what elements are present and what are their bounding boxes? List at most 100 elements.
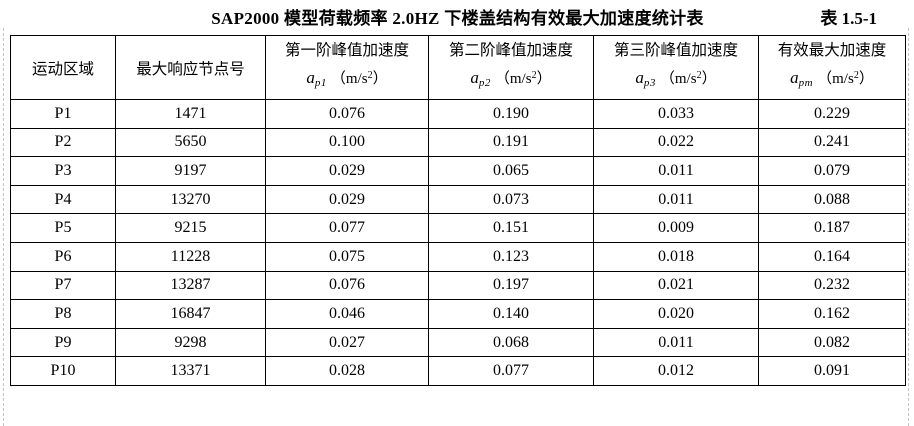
header-row: 运动区域 最大响应节点号 第一阶峰值加速度 ap1 （m/s2） 第二阶峰值加速度… [10, 35, 906, 100]
col-header-peak-accel-2: 第二阶峰值加速度 ap2 （m/s2） [428, 35, 594, 100]
table-cell: P2 [10, 127, 116, 158]
math-subscript: p2 [478, 77, 491, 89]
table-cell: 0.123 [428, 241, 594, 272]
table-cell: 13287 [115, 270, 266, 301]
text-boundary-right [908, 28, 909, 426]
table-number-label: 表 1.5-1 [820, 9, 877, 28]
col-header-motion-region: 运动区域 [10, 35, 116, 100]
acceleration-table: 运动区域 最大响应节点号 第一阶峰值加速度 ap1 （m/s2） 第二阶峰值加速度… [10, 35, 906, 386]
table-cell: 0.009 [593, 213, 759, 243]
col-header-label: 运动区域 [31, 60, 94, 78]
table-row: P5 9215 0.077 0.151 0.009 0.187 [10, 213, 906, 243]
table-cell: 0.029 [265, 156, 429, 186]
table-row: P4 13270 0.029 0.073 0.011 0.088 [10, 184, 906, 215]
table-cell: 0.140 [428, 299, 594, 329]
col-header-formula: ap3 （m/s2） [596, 63, 756, 96]
table-cell: 0.164 [758, 241, 906, 272]
table-cell: 0.100 [265, 127, 429, 158]
table-cell: P7 [10, 270, 116, 301]
table-cell: 1471 [115, 99, 266, 129]
table-cell: 5650 [115, 127, 266, 158]
table-cell: 0.187 [758, 213, 906, 243]
unit-close: ） [858, 71, 874, 87]
table-cell: 0.241 [758, 127, 906, 158]
col-header-max-response-node: 最大响应节点号 [115, 35, 266, 100]
table-cell: 0.162 [758, 299, 906, 329]
table-cell: 11228 [115, 241, 266, 272]
col-header-formula: ap2 （m/s2） [431, 63, 591, 96]
table-header: 运动区域 最大响应节点号 第一阶峰值加速度 ap1 （m/s2） 第二阶峰值加速度… [10, 35, 906, 100]
table-body: P1 1471 0.076 0.190 0.033 0.229 P2 5650 0.100 0.1… [10, 99, 906, 386]
col-header-label: 最大响应节点号 [136, 60, 245, 78]
table-cell: 0.191 [428, 127, 594, 158]
table-cell: P4 [10, 184, 116, 215]
table-cell: 0.033 [593, 99, 759, 129]
col-header-peak-accel-1: 第一阶峰值加速度 ap1 （m/s2） [265, 35, 429, 100]
table-row: P2 5650 0.100 0.191 0.022 0.241 [10, 127, 906, 158]
table-cell: 0.076 [265, 270, 429, 301]
table-cell: 0.012 [593, 356, 759, 386]
math-symbol: a [306, 68, 315, 87]
table-cell: 0.028 [265, 356, 429, 386]
table-cell: 0.018 [593, 241, 759, 272]
table-cell: 0.020 [593, 299, 759, 329]
unit-close: ） [536, 71, 552, 87]
unit-close: ） [372, 71, 388, 87]
table-cell: 0.190 [428, 99, 594, 129]
table-cell: 0.068 [428, 327, 594, 358]
table-cell: 0.011 [593, 184, 759, 215]
math-subscript: pm [798, 77, 814, 89]
table-cell: 0.029 [265, 184, 429, 215]
table-row: P1 1471 0.076 0.190 0.033 0.229 [10, 99, 906, 129]
table-cell: 0.077 [428, 356, 594, 386]
math-symbol: a [635, 68, 644, 87]
table-cell: 0.011 [593, 327, 759, 358]
table-cell: P6 [10, 241, 116, 272]
table-cell: 0.077 [265, 213, 429, 243]
col-header-formula: apm （m/s2） [761, 63, 903, 96]
unit-open: （m/s [330, 71, 368, 87]
col-header-peak-accel-3: 第三阶峰值加速度 ap3 （m/s2） [593, 35, 759, 100]
table-cell: 0.079 [758, 156, 906, 186]
table-cell: 0.197 [428, 270, 594, 301]
col-header-label: 第二阶峰值加速度 [448, 42, 573, 59]
col-header-formula: ap1 （m/s2） [268, 63, 426, 96]
table-cell: 9215 [115, 213, 266, 243]
table-cell: 9298 [115, 327, 266, 358]
table-cell: 0.073 [428, 184, 594, 215]
table-row: P6 11228 0.075 0.123 0.018 0.164 [10, 241, 906, 272]
table-row: P3 9197 0.029 0.065 0.011 0.079 [10, 156, 906, 186]
unit-close: ） [701, 71, 717, 87]
table-cell: 0.151 [428, 213, 594, 243]
unit-open: （m/s [494, 71, 532, 87]
table-cell: 13371 [115, 356, 266, 386]
table-row: P9 9298 0.027 0.068 0.011 0.082 [10, 327, 906, 358]
col-header-label: 第一阶峰值加速度 [284, 42, 409, 59]
table-cell: P1 [10, 99, 116, 129]
math-symbol: a [790, 68, 799, 87]
table-row: P7 13287 0.076 0.197 0.021 0.232 [10, 270, 906, 301]
table-cell: 0.088 [758, 184, 906, 215]
table-row: P8 16847 0.046 0.140 0.020 0.162 [10, 299, 906, 329]
table-cell: 0.021 [593, 270, 759, 301]
table-cell: P8 [10, 299, 116, 329]
unit-open: （m/s [659, 71, 697, 87]
table-cell: 0.046 [265, 299, 429, 329]
unit-superscript: 2 [696, 70, 702, 81]
col-header-label: 第三阶峰值加速度 [613, 42, 738, 59]
math-subscript: p1 [314, 77, 327, 89]
table-cell: P9 [10, 327, 116, 358]
table-cell: P10 [10, 356, 116, 386]
table-cell: 0.082 [758, 327, 906, 358]
math-subscript: p3 [643, 77, 656, 89]
unit-open: （m/s [817, 71, 854, 87]
table-cell: 0.229 [758, 99, 906, 129]
table-row: P10 13371 0.028 0.077 0.012 0.091 [10, 356, 906, 386]
title-row: SAP2000 模型荷载频率 2.0HZ 下楼盖结构有效最大加速度统计表 表 1… [10, 1, 905, 31]
table-cell: P3 [10, 156, 116, 186]
table-cell: P5 [10, 213, 116, 243]
table-cell: 13270 [115, 184, 266, 215]
col-header-label: 有效最大加速度 [777, 42, 887, 59]
table-cell: 0.027 [265, 327, 429, 358]
